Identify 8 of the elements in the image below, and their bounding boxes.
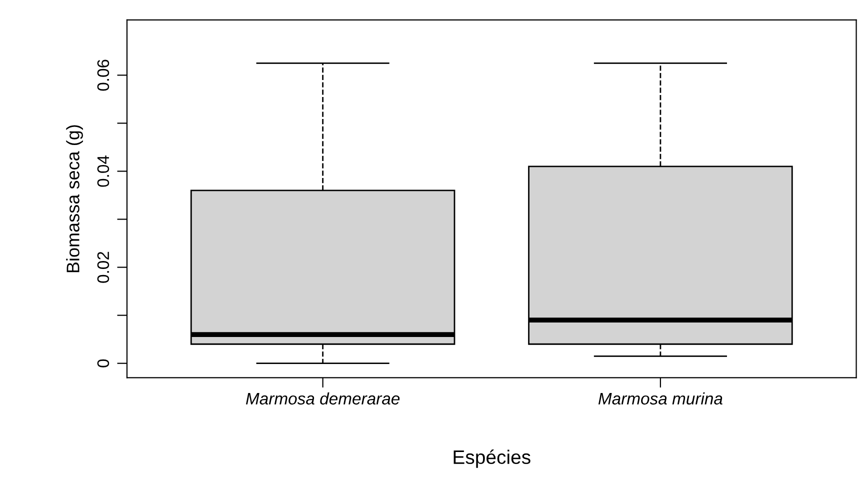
- y-tick-label: 0.04: [97, 156, 110, 187]
- y-tick-label: 0.02: [97, 252, 110, 283]
- x-tick-label: Marmosa murina: [598, 392, 722, 405]
- y-tick-label: 0.06: [97, 60, 110, 91]
- y-axis-title: Biomassa seca (g): [66, 125, 83, 272]
- x-axis-title: Espécies: [454, 450, 530, 468]
- x-tick-label: Marmosa demerarae: [246, 392, 400, 405]
- y-tick-label: 0: [97, 359, 110, 368]
